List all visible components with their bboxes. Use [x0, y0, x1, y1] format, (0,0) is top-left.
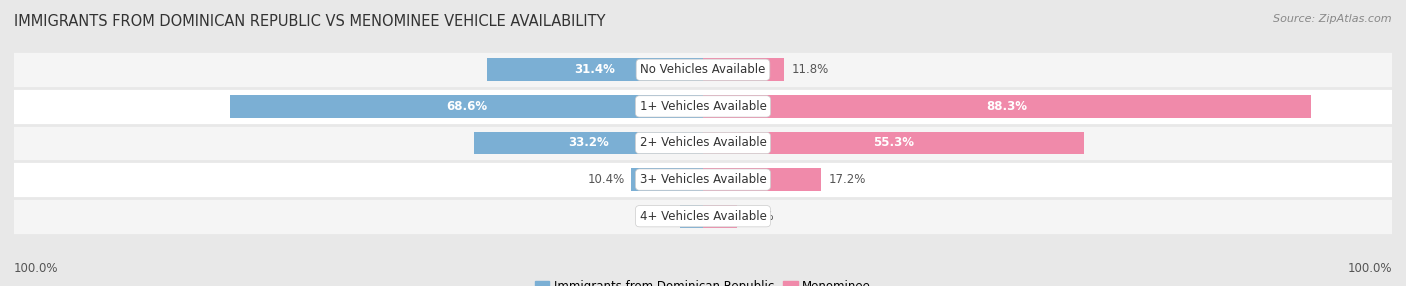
- Text: 2+ Vehicles Available: 2+ Vehicles Available: [640, 136, 766, 150]
- Text: 17.2%: 17.2%: [828, 173, 866, 186]
- Bar: [703, 95, 1312, 118]
- Bar: [631, 168, 703, 191]
- Bar: [486, 58, 703, 81]
- Bar: [703, 205, 738, 228]
- Text: Source: ZipAtlas.com: Source: ZipAtlas.com: [1274, 14, 1392, 24]
- Text: 3+ Vehicles Available: 3+ Vehicles Available: [640, 173, 766, 186]
- Bar: [703, 58, 785, 81]
- Text: 10.4%: 10.4%: [588, 173, 624, 186]
- Text: 11.8%: 11.8%: [792, 63, 828, 76]
- FancyBboxPatch shape: [14, 88, 1392, 125]
- Text: 5.0%: 5.0%: [744, 210, 773, 223]
- Bar: [231, 95, 703, 118]
- Bar: [703, 132, 1084, 154]
- Legend: Immigrants from Dominican Republic, Menominee: Immigrants from Dominican Republic, Meno…: [530, 276, 876, 286]
- Text: 100.0%: 100.0%: [14, 262, 59, 275]
- FancyBboxPatch shape: [14, 198, 1392, 235]
- FancyBboxPatch shape: [14, 161, 1392, 198]
- Bar: [703, 168, 821, 191]
- FancyBboxPatch shape: [14, 51, 1392, 88]
- Text: 33.2%: 33.2%: [568, 136, 609, 150]
- FancyBboxPatch shape: [14, 125, 1392, 161]
- Text: 1+ Vehicles Available: 1+ Vehicles Available: [640, 100, 766, 113]
- Bar: [681, 205, 703, 228]
- Text: 3.3%: 3.3%: [644, 210, 673, 223]
- Text: No Vehicles Available: No Vehicles Available: [640, 63, 766, 76]
- Bar: [474, 132, 703, 154]
- Text: 68.6%: 68.6%: [446, 100, 488, 113]
- Text: 31.4%: 31.4%: [575, 63, 616, 76]
- Text: 100.0%: 100.0%: [1347, 262, 1392, 275]
- Text: 4+ Vehicles Available: 4+ Vehicles Available: [640, 210, 766, 223]
- Text: IMMIGRANTS FROM DOMINICAN REPUBLIC VS MENOMINEE VEHICLE AVAILABILITY: IMMIGRANTS FROM DOMINICAN REPUBLIC VS ME…: [14, 14, 606, 29]
- Text: 55.3%: 55.3%: [873, 136, 914, 150]
- Text: 88.3%: 88.3%: [987, 100, 1028, 113]
